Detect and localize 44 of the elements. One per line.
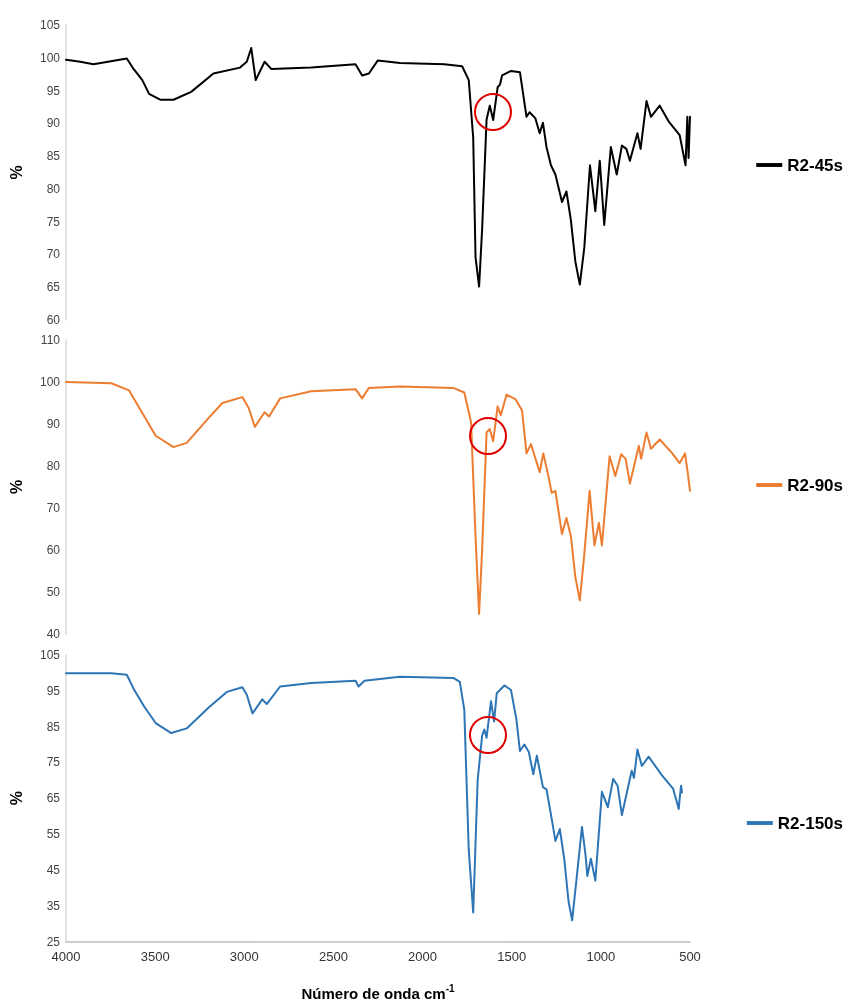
y-tick-label: 80	[46, 459, 61, 473]
x-tick-label: 3000	[229, 948, 259, 964]
y-tick-label: 85	[46, 719, 61, 734]
y-tick-label: 50	[46, 585, 61, 599]
y-tick-label: 105	[39, 648, 61, 662]
y-tick-label: 60	[46, 313, 61, 327]
x-tick-label: 1500	[497, 948, 527, 964]
x-tick-label: 3500	[140, 948, 170, 964]
y-tick-label: 40	[46, 627, 61, 641]
x-tick-label: 4000	[51, 948, 81, 964]
y-tick-label: 65	[46, 791, 61, 806]
y-tick-label: 55	[46, 827, 61, 842]
y-tick-label: 100	[39, 50, 61, 65]
x-tick-label: 2500	[318, 948, 348, 964]
legend-label: R2-45s	[787, 155, 844, 175]
y-tick-label: 60	[46, 543, 61, 557]
y-tick-label: 90	[46, 417, 61, 431]
y-tick-label: 35	[46, 898, 61, 913]
y-tick-label: 105	[39, 18, 61, 32]
y-axis-title: %	[7, 479, 25, 495]
y-tick-label: 95	[46, 83, 61, 98]
legend-label: R2-150s	[777, 813, 844, 833]
y-tick-label: 95	[46, 683, 61, 698]
y-axis-title: %	[7, 791, 25, 806]
y-tick-label: 100	[39, 375, 61, 389]
y-tick-label: 25	[46, 934, 61, 949]
x-tick-label: 2000	[408, 948, 438, 964]
line-series	[65, 46, 691, 288]
line-series	[65, 381, 691, 615]
legend-label: R2-90s	[787, 475, 844, 495]
x-tick-label: 1000	[586, 948, 616, 964]
y-tick-label: 75	[46, 214, 61, 229]
y-tick-label: 70	[46, 501, 61, 515]
y-axis-title: %	[7, 165, 25, 180]
y-tick-label: 110	[40, 333, 61, 347]
y-tick-label: 90	[46, 116, 61, 131]
y-tick-label: 65	[46, 280, 61, 295]
y-tick-label: 85	[46, 149, 61, 164]
y-tick-label: 70	[46, 247, 61, 262]
x-tick-label: 500	[679, 948, 701, 964]
y-tick-label: 75	[46, 755, 61, 770]
y-tick-label: 80	[46, 181, 61, 196]
y-tick-label: 45	[46, 862, 61, 877]
line-series	[65, 672, 683, 922]
